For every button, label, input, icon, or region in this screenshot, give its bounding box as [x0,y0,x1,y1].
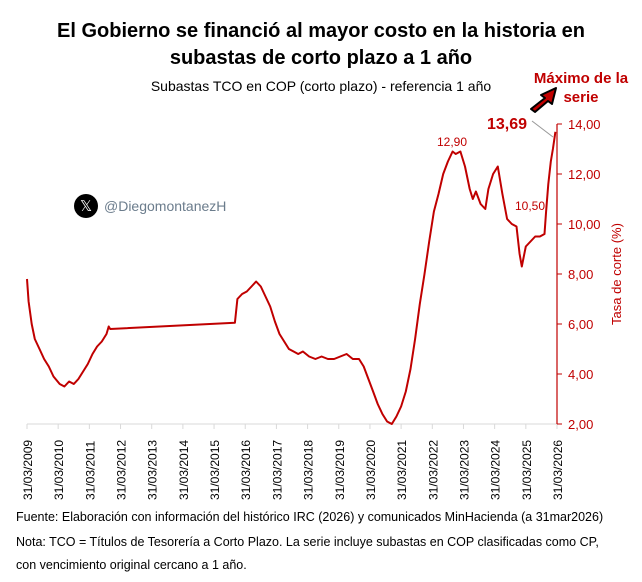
y-tick-label: 6,00 [568,317,593,332]
leader-line [531,120,554,138]
chart-subtitle: Subastas TCO en COP (corto plazo) - refe… [150,78,492,94]
x-tick-label: 31/03/2015 [208,440,222,500]
x-tick-label: 31/03/2017 [270,440,284,500]
y-tick-label: 14,00 [568,117,601,132]
x-tick-label: 31/03/2023 [457,440,471,500]
x-tick-label: 31/03/2013 [146,440,160,500]
line-chart: 31/03/2009 31/03/2010 31/03/2011 31/03/2012… [21,70,629,500]
author-handle: 𝕏 @DiegomontanezH [74,194,226,218]
label-peak-2023: 12,90 [437,135,467,149]
y-tick-label: 8,00 [568,267,593,282]
x-tick-label: 31/03/2022 [426,440,440,500]
x-tick-label: 31/03/2014 [177,440,191,500]
x-tick-label: 31/03/2024 [489,440,503,500]
source-note: Fuente: Elaboración con información del … [16,510,604,524]
x-tick-label: 31/03/2018 [302,440,316,500]
max-value-label: 13,69 [487,116,527,133]
x-tick-label: 31/03/2012 [115,440,129,500]
definition-note: Nota: TCO = Títulos de Tesorería a Corto… [16,535,599,549]
label-level-2025: 10,50 [515,199,545,213]
x-tick-label: 31/03/2016 [239,440,253,500]
y-axis-label: Tasa de corte (%) [609,223,624,325]
handle-text: @DiegomontanezH [104,198,227,214]
x-tick-label: 31/03/2021 [395,440,409,500]
y-tick-label: 4,00 [568,367,593,382]
y-tick-label: 12,00 [568,167,601,182]
x-tick-label: 31/03/2020 [364,440,378,500]
arrow-icon [530,87,557,113]
max-label-line2: serie [563,89,598,106]
chart-title-line2: subastas de corto plazo a 1 año [169,47,473,69]
x-tick-label: 31/03/2026 [551,440,565,500]
chart-title-line1: El Gobierno se financió al mayor costo e… [57,20,585,42]
x-tick-label: 31/03/2010 [52,440,66,500]
x-tick-label: 31/03/2025 [520,440,534,500]
y-tick-label: 2,00 [568,417,593,432]
x-tick-label: 31/03/2009 [21,440,35,500]
x-logo-icon: 𝕏 [74,194,98,218]
definition-note-cont: con vencimiento original cercano a 1 año… [16,558,247,572]
y-tick-label: 10,00 [568,217,601,232]
max-label-line1: Máximo de la [534,70,629,87]
x-tick-label: 31/03/2011 [83,441,97,500]
x-tick-label: 31/03/2019 [333,440,347,500]
series-line [26,131,557,425]
